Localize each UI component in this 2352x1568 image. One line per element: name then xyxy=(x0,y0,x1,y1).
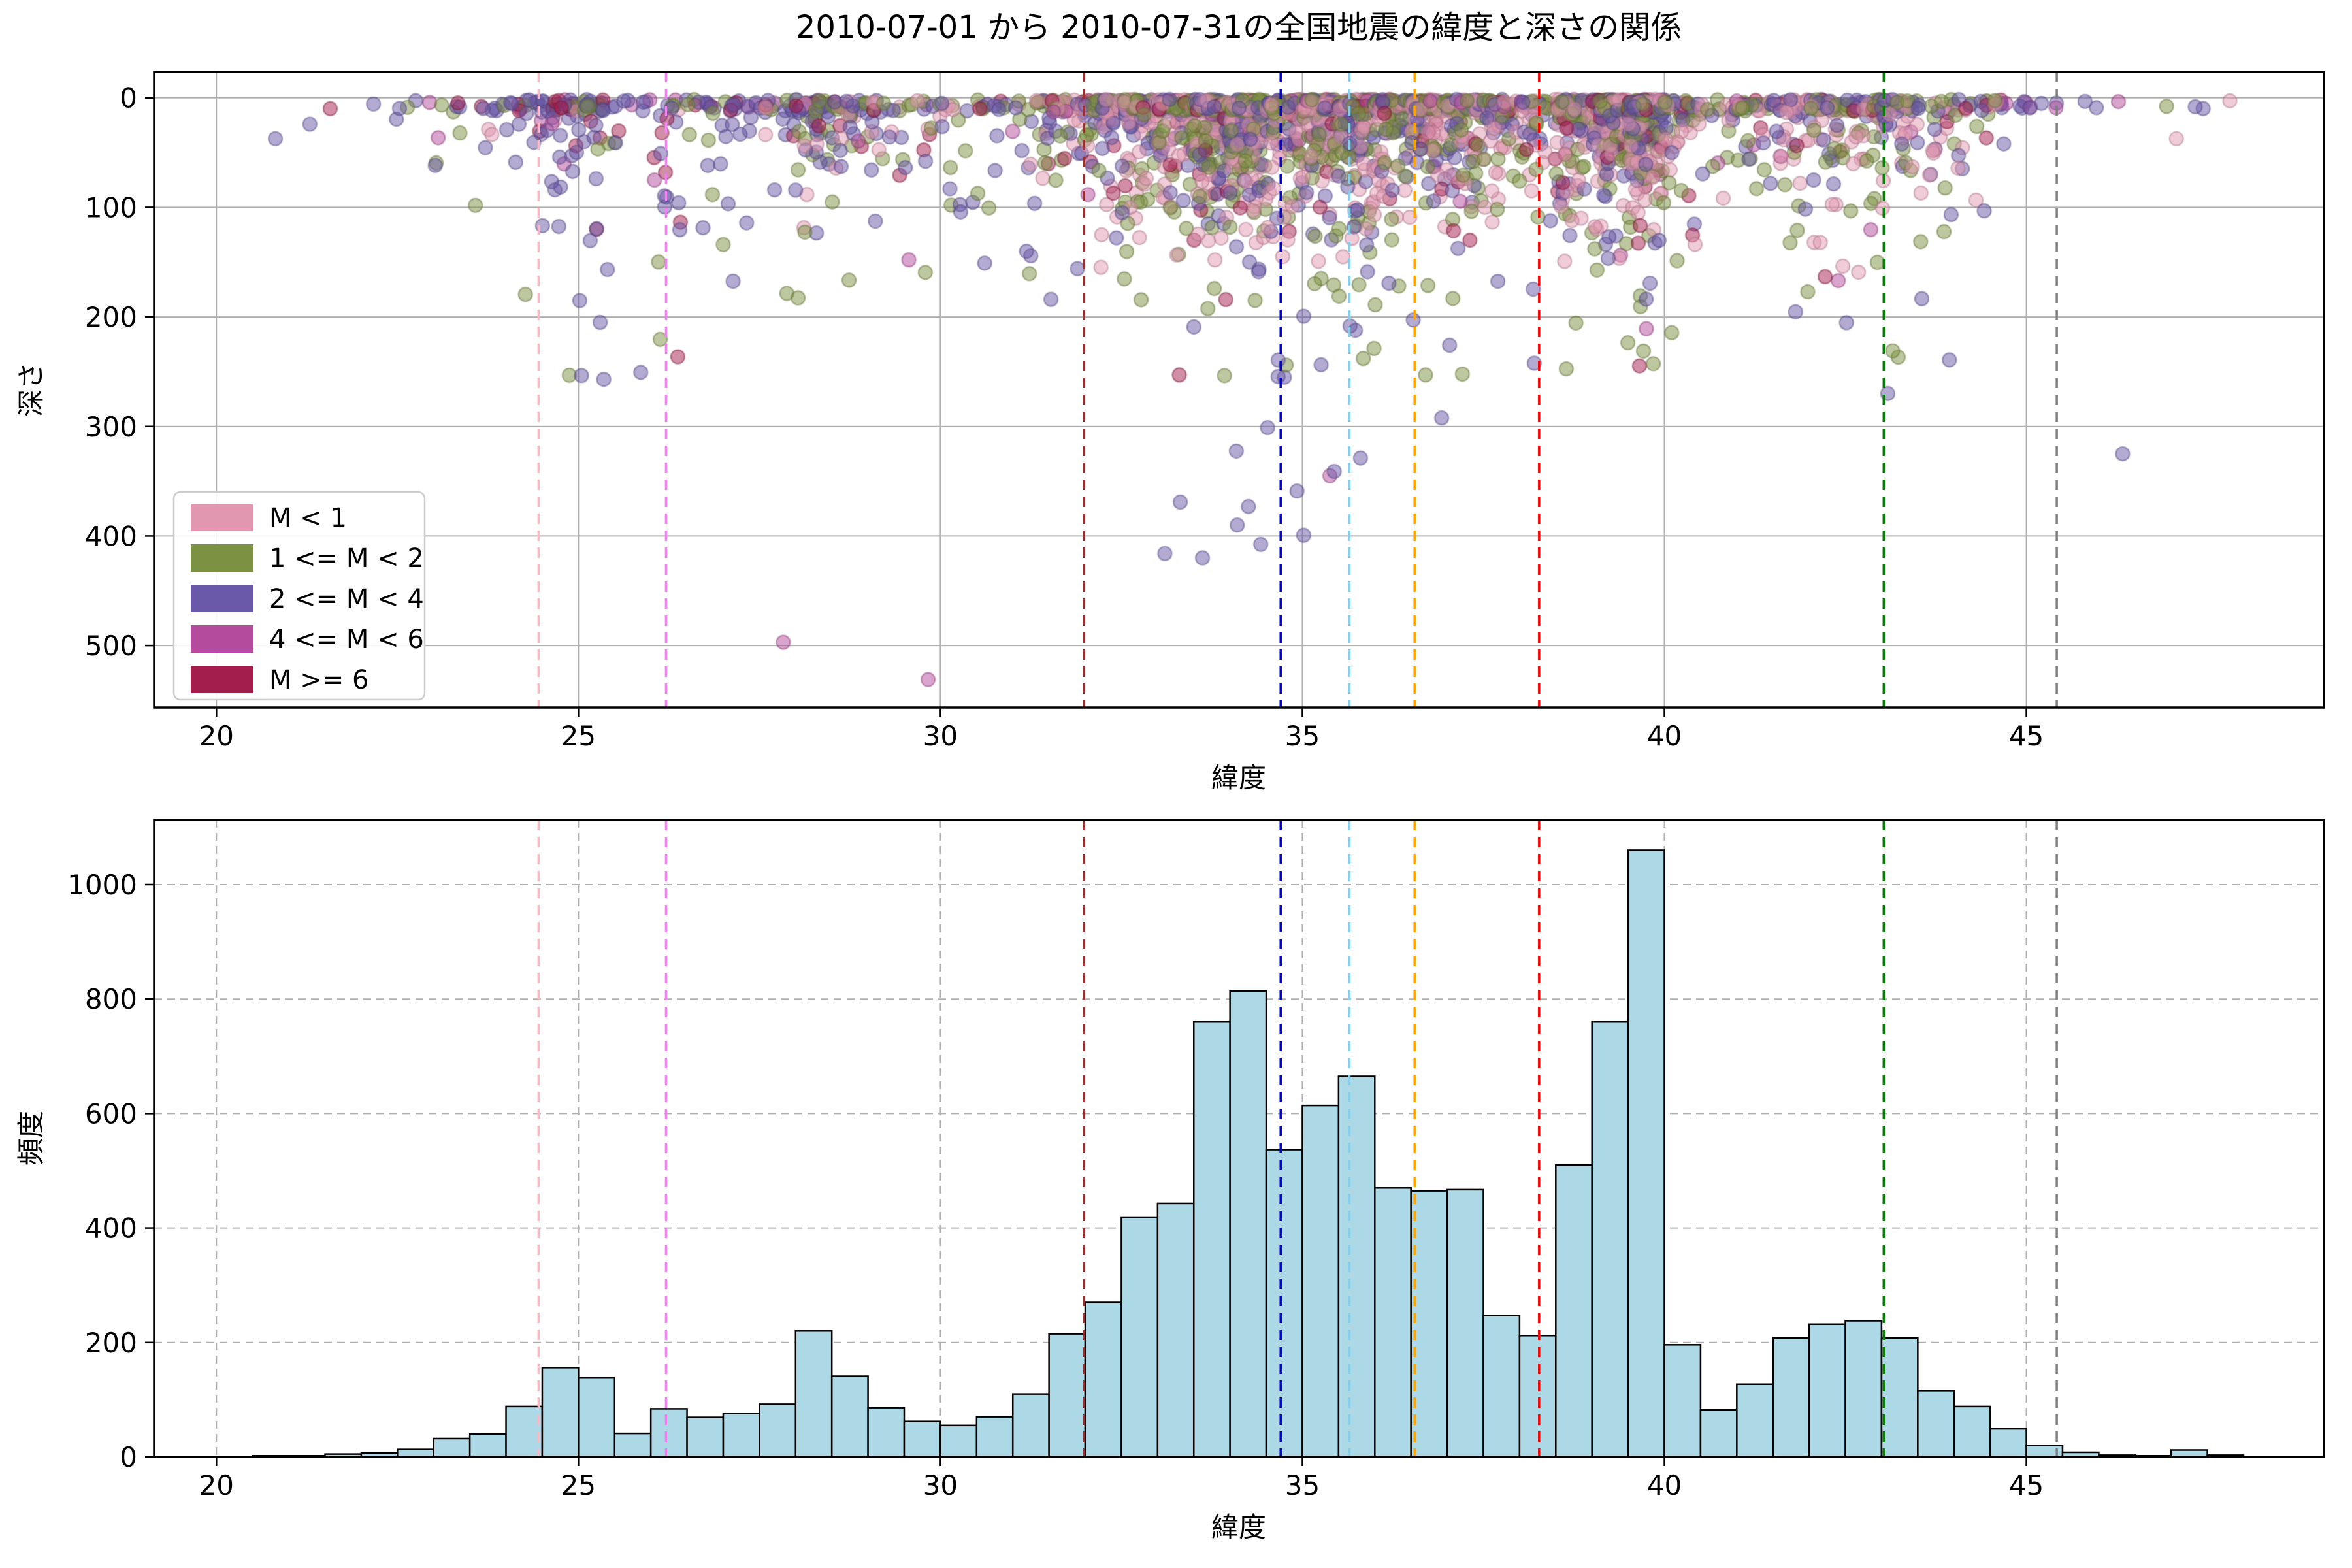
histogram-bar xyxy=(1446,1188,1484,1458)
legend-swatch xyxy=(191,544,253,572)
x-tick-label: 20 xyxy=(199,1469,234,1501)
histogram-bar xyxy=(1518,1335,1557,1458)
histogram-bar xyxy=(1084,1301,1122,1458)
histogram-bar xyxy=(578,1376,616,1458)
histogram-bar xyxy=(903,1420,941,1458)
y-tick-label: 200 xyxy=(85,301,137,333)
histogram-bar xyxy=(1989,1428,2027,1458)
legend-label: 1 <= M < 2 xyxy=(269,544,424,574)
histogram-bar xyxy=(1917,1390,1955,1458)
y-tick-label: 800 xyxy=(85,983,137,1015)
figure-title: 2010-07-01 から 2010-07-31の全国地震の緯度と深さの関係 xyxy=(796,9,1682,46)
legend-swatch xyxy=(191,625,253,653)
histogram-bar xyxy=(1880,1337,1919,1458)
histogram-bar xyxy=(1953,1405,1991,1458)
histogram-bar xyxy=(867,1407,906,1458)
histogram-bar xyxy=(468,1433,507,1458)
histogram-bar xyxy=(975,1416,1014,1458)
histogram-bar xyxy=(794,1330,833,1458)
histogram-bar xyxy=(1772,1337,1810,1458)
histogram-bar xyxy=(1265,1149,1303,1458)
histogram-bar xyxy=(1120,1216,1159,1458)
histogram-bar xyxy=(1192,1021,1231,1458)
histogram-bar xyxy=(1555,1164,1593,1458)
x-tick-label: 45 xyxy=(2009,1469,2044,1501)
legend: M < 1 1 <= M < 2 2 <= M < 4 4 <= M < 6 M >= … xyxy=(172,491,426,701)
y-tick-label: 0 xyxy=(120,82,137,114)
histogram-bar xyxy=(1011,1393,1050,1458)
histogram-bar xyxy=(613,1432,652,1458)
y-tick-label: 300 xyxy=(85,411,137,443)
y-tick-label: 100 xyxy=(85,191,137,223)
histogram-bar xyxy=(1627,849,1665,1458)
x-tick-label: 40 xyxy=(1647,720,1682,752)
legend-label: M >= 6 xyxy=(269,665,368,695)
y-tick-label: 1000 xyxy=(67,869,137,901)
histogram-bar xyxy=(1663,1344,1702,1458)
histogram-bar xyxy=(1337,1075,1376,1458)
y-tick-label: 200 xyxy=(85,1327,137,1359)
x-tick-label: 35 xyxy=(1285,1469,1320,1501)
histogram-bar xyxy=(939,1424,978,1458)
y-tick-label: 600 xyxy=(85,1098,137,1130)
histogram-bar xyxy=(1844,1320,1883,1458)
y-tick-label: 0 xyxy=(120,1441,137,1473)
histogram-bar xyxy=(759,1403,797,1458)
x-tick-label: 30 xyxy=(923,1469,958,1501)
histogram-bar xyxy=(1410,1190,1448,1458)
x-tick-label: 20 xyxy=(199,720,234,752)
x-tick-label: 35 xyxy=(1285,720,1320,752)
histogram-y-axis-label: 頻度 xyxy=(15,1111,47,1166)
histogram-bar xyxy=(541,1367,580,1458)
x-tick-label: 45 xyxy=(2009,720,2044,752)
x-tick-label: 30 xyxy=(923,720,958,752)
x-tick-label: 25 xyxy=(561,1469,596,1501)
histogram-x-axis-label: 緯度 xyxy=(1211,1511,1266,1543)
histogram-bar xyxy=(1699,1409,1738,1458)
legend-swatch xyxy=(191,666,253,693)
axes-spines xyxy=(153,71,2325,709)
histogram-bar xyxy=(830,1375,869,1458)
scatter-y-axis-label: 深さ xyxy=(15,362,47,417)
axes-spines xyxy=(153,819,2325,1458)
x-tick-label: 25 xyxy=(561,720,596,752)
histogram-bar xyxy=(1229,990,1267,1458)
histogram-bar xyxy=(686,1416,725,1458)
y-tick-label: 500 xyxy=(85,630,137,662)
legend-label: 4 <= M < 6 xyxy=(269,625,424,655)
histogram-bar xyxy=(1591,1021,1629,1458)
y-tick-label: 400 xyxy=(85,1213,137,1245)
histogram-bar xyxy=(1301,1104,1340,1458)
x-tick-label: 40 xyxy=(1647,1469,1682,1501)
histogram-bar xyxy=(433,1437,471,1458)
histogram-bar xyxy=(1048,1333,1086,1458)
histogram-bar xyxy=(1736,1383,1774,1458)
histogram-bar xyxy=(1808,1323,1846,1458)
histogram-bar xyxy=(722,1413,760,1458)
histogram-bar xyxy=(1374,1187,1412,1458)
histogram-bar xyxy=(649,1408,688,1458)
legend-swatch xyxy=(191,504,253,531)
histogram-bar xyxy=(1482,1315,1521,1458)
legend-swatch xyxy=(191,585,253,612)
histogram-bar xyxy=(505,1405,544,1458)
legend-label: 2 <= M < 4 xyxy=(269,584,424,614)
legend-label: M < 1 xyxy=(269,503,347,533)
y-tick-label: 400 xyxy=(85,520,137,552)
scatter-x-axis-label: 緯度 xyxy=(1211,762,1266,794)
histogram-bar xyxy=(1156,1202,1195,1458)
